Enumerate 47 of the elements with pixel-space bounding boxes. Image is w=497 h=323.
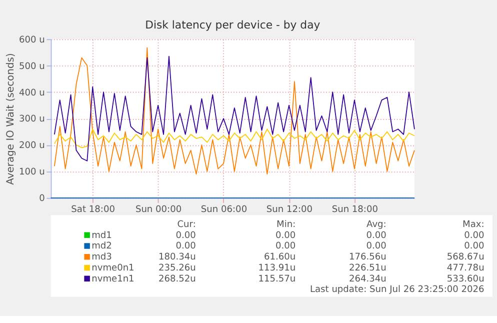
text: 268.52u [158,274,196,284]
text: 0.00 [176,242,196,252]
text: 176.56u [348,252,386,263]
y-tick-label: 0 [39,194,46,204]
x-tick-label: Sun 18:00 [332,204,378,215]
y-axis-title: Average IO Wait (seconds) [6,53,17,185]
text: Last update: Sun Jul 26 23:25:00 2026 [310,285,485,296]
chart-title: Disk latency per device - by day [145,18,321,32]
text: 0.00 [464,230,485,241]
y-tick-label: 100 u [19,168,45,178]
text: 0.00 [276,242,296,252]
x-tick-label: Sun 00:00 [135,204,182,215]
legend-label: nvme1n1 [92,274,134,284]
text: 533.60u [446,274,484,284]
legend-label: md2 [92,242,112,252]
text: Avg: [366,220,386,230]
text: 180.34u [158,252,196,263]
text: Cur: [177,220,196,230]
y-tick-label: 400 u [19,88,45,98]
text: 477.78u [446,263,484,274]
y-tick-label: 300 u [19,114,45,125]
y-tick-label: 200 u [19,141,45,152]
text: 0.00 [176,230,196,241]
legend-label: md1 [92,230,112,241]
text: 235.26u [158,263,196,274]
text: 264.34u [348,274,386,284]
text: 0.00 [276,230,296,241]
text: Min: [276,220,296,230]
text: 0.00 [366,230,387,241]
line-series [54,56,415,162]
text: 0.00 [366,242,387,252]
x-tick-label: Sat 18:00 [71,204,116,215]
text: 226.51u [348,263,386,274]
text: 568.67u [446,252,484,263]
text: 115.57u [258,274,296,284]
text: 0.00 [464,242,485,252]
legend-label: nvme0n1 [92,263,134,274]
x-tick-label: Sun 06:00 [200,204,248,215]
y-tick-label: 600 u [19,35,45,46]
line-series [54,128,415,148]
line-series [54,47,415,175]
text: 113.91u [258,263,296,274]
text: Max: [462,220,484,230]
y-tick-label: 500 u [19,62,45,72]
text: 61.60u [264,252,296,263]
x-tick-label: Sun 12:00 [266,204,313,215]
legend-label: md3 [92,252,112,263]
